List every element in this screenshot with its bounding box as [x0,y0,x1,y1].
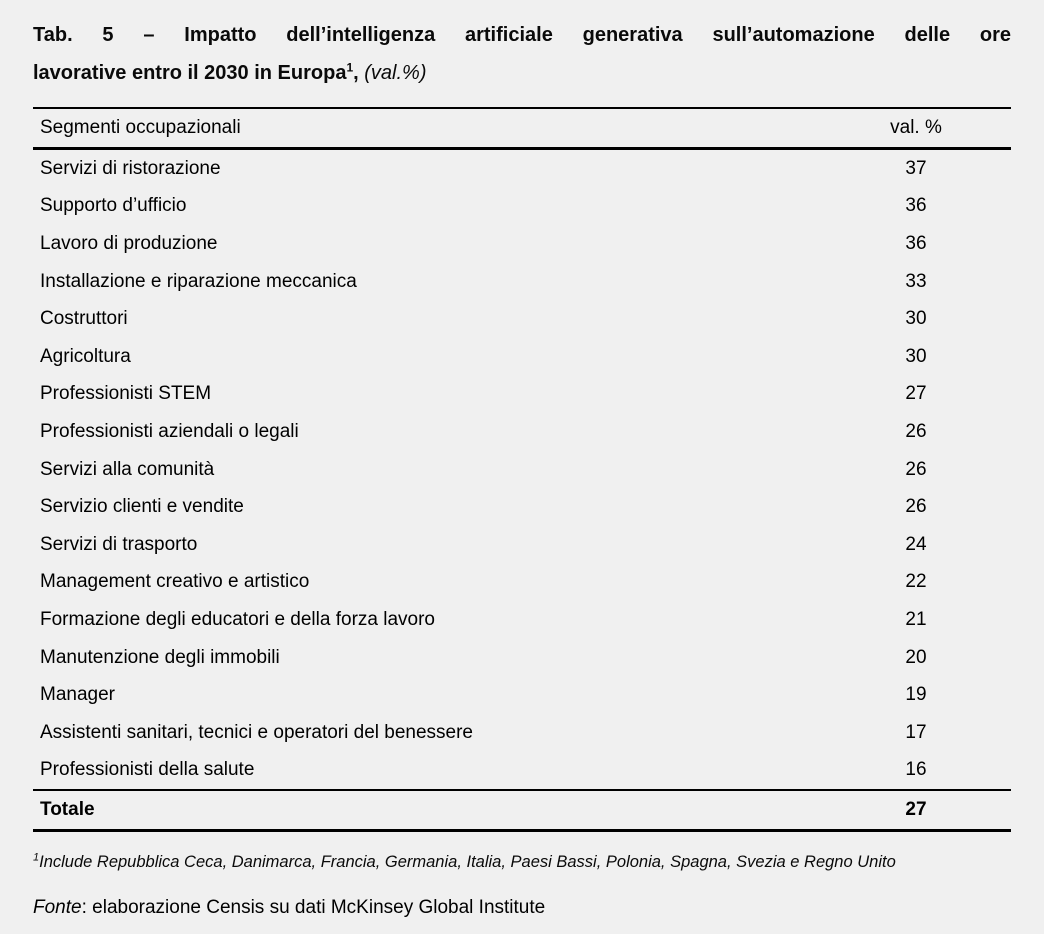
segment-label: Professionisti aziendali o legali [40,420,299,442]
segment-value: 26 [905,420,927,442]
segment-value: 27 [905,383,927,405]
table-title-line1: Tab. 5 – Impatto dell’intelligenza artif… [33,24,1011,46]
segment-label: Costruttori [40,308,128,330]
segment-value: 26 [905,458,927,480]
segment-label: Management creativo e artistico [40,571,310,593]
segment-label: Servizi alla comunità [40,458,215,480]
title-unit-note: (val.%) [364,62,427,84]
segment-value: 19 [905,684,927,706]
table-row: Professionisti aziendali o legali 26 [33,413,1011,451]
source-label: Fonte [33,897,82,919]
segment-label: Assistenti sanitari, tecnici e operatori… [40,721,474,743]
column-header-segment: Segmenti occupazionali [40,117,241,138]
segment-value: 20 [905,646,927,668]
table-row: Professionisti STEM 27 [33,376,1011,414]
segment-label: Manutenzione degli immobili [40,646,280,668]
table-header-row: Segmenti occupazionali val. % [33,109,1011,147]
footnote-text: Include Repubblica Ceca, Danimarca, Fran… [39,853,896,872]
title-footnote-marker: 1 [346,60,354,75]
data-table: Segmenti occupazionali val. % Servizi di… [33,107,1011,833]
total-label: Totale [40,799,95,821]
segment-label: Servizio clienti e vendite [40,496,244,518]
segment-value: 22 [905,571,927,593]
table-row: Servizio clienti e vendite 26 [33,488,1011,526]
table-row: Servizi alla comunità 26 [33,451,1011,489]
table-row: Assistenti sanitari, tecnici e operatori… [33,714,1011,752]
segment-value: 30 [905,308,927,330]
segment-label: Lavoro di produzione [40,232,218,254]
table-top-rule [33,107,1011,109]
table-row: Manager 19 [33,676,1011,714]
table-row: Management creativo e artistico 22 [33,564,1011,602]
segment-value: 26 [905,496,927,518]
segment-label: Servizi di trasporto [40,533,198,555]
table-row: Lavoro di produzione 36 [33,225,1011,263]
segment-value: 17 [905,721,927,743]
segment-label: Formazione degli educatori e della forza… [40,608,435,630]
table-row: Formazione degli educatori e della forza… [33,601,1011,639]
table-row: Servizi di trasporto 24 [33,526,1011,564]
table-row: Supporto d’ufficio 36 [33,188,1011,226]
footnote-marker: 1 [33,851,40,864]
table-row: Installazione e riparazione meccanica 33 [33,263,1011,301]
table-title: Tab. 5 – Impatto dell’intelligenza artif… [33,16,1011,92]
segment-label: Servizi di ristorazione [40,157,221,179]
header-bottom-rule [33,147,1011,150]
total-top-rule [33,789,1011,792]
segment-value: 37 [905,157,927,179]
table-row: Professionisti della salute 16 [33,752,1011,790]
segment-value: 21 [905,608,927,630]
table-row: Manutenzione degli immobili 20 [33,639,1011,677]
table-row: Servizi di ristorazione 37 [33,150,1011,188]
table-footnote: 1Include Repubblica Ceca, Danimarca, Fra… [33,851,1011,872]
segment-value: 33 [905,270,927,292]
segment-label: Supporto d’ufficio [40,195,187,217]
title-comma: , [353,62,365,84]
source-line: Fonte: elaborazione Censis su dati McKin… [33,897,1011,919]
segment-label: Professionisti della salute [40,759,255,781]
total-value: 27 [905,799,927,821]
segment-label: Installazione e riparazione meccanica [40,270,357,292]
table-bottom-rule [33,829,1011,833]
column-header-value: val. % [890,117,942,138]
segment-label: Manager [40,684,115,706]
table-title-line2-text: lavorative entro il 2030 in Europa [33,62,347,84]
segment-label: Professionisti STEM [40,383,212,405]
segment-value: 36 [905,195,927,217]
segment-value: 36 [905,232,927,254]
table-row: Costruttori 30 [33,300,1011,338]
segment-value: 30 [905,345,927,367]
segment-label: Agricoltura [40,345,131,367]
source-text: : elaborazione Censis su dati McKinsey G… [81,897,546,919]
table-total-row: Totale 27 [33,791,1011,829]
segment-value: 24 [905,533,927,555]
segment-value: 16 [905,759,927,781]
table-row: Agricoltura 30 [33,338,1011,376]
table-title-line2: lavorative entro il 2030 in Europa1, (va… [33,54,1011,92]
